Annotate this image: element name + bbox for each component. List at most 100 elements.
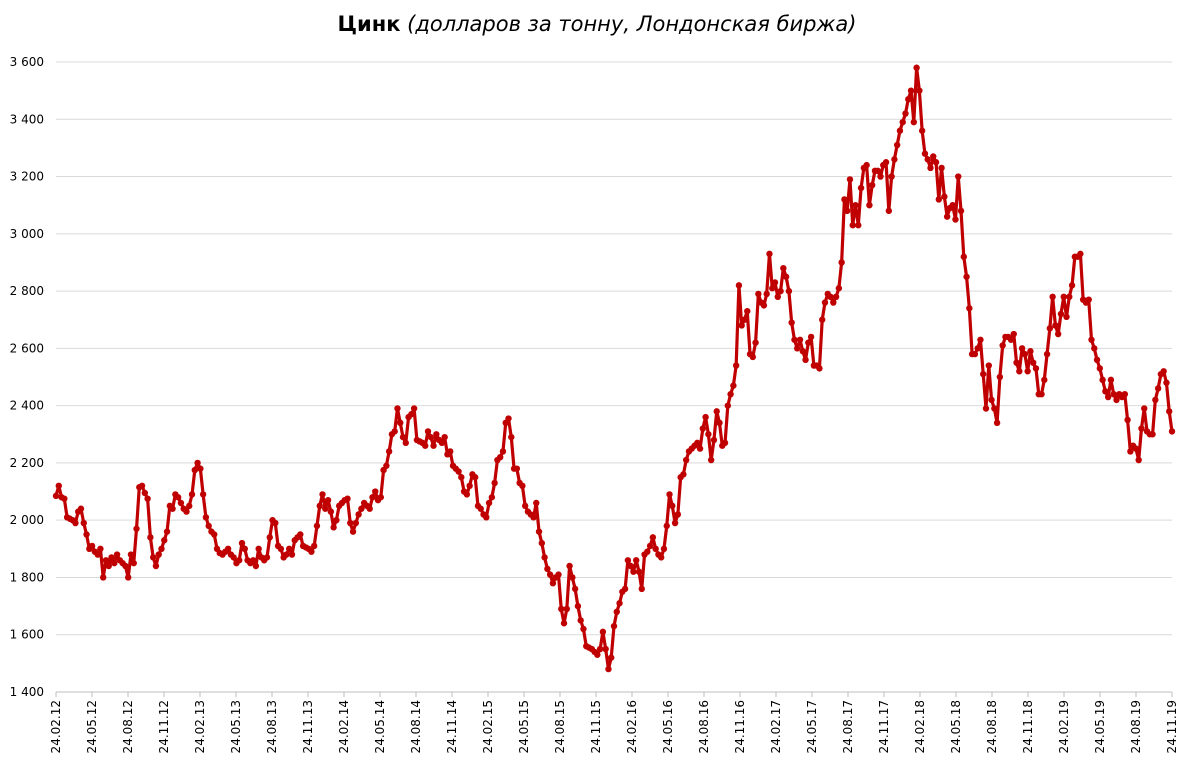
data-point [263, 554, 271, 561]
data-point [596, 645, 604, 653]
data-point [574, 602, 582, 610]
data-point [882, 159, 890, 166]
data-point [577, 617, 584, 624]
data-point [252, 562, 260, 570]
data-point [838, 259, 845, 266]
data-point [755, 290, 762, 298]
data-point [546, 571, 554, 578]
x-axis-tick-labels: 24.02.12 24.05.12 24.08.12 24.11.12 24.02.13… [49, 692, 1179, 753]
data-point [732, 362, 740, 369]
data-point [344, 495, 351, 502]
data-point [1060, 293, 1067, 301]
data-point [1163, 379, 1170, 386]
data-point [863, 161, 870, 169]
data-point [1066, 293, 1073, 301]
y-tick-label: 2 400 [10, 399, 44, 413]
data-point [410, 405, 418, 412]
data-point [549, 579, 557, 587]
data-point [1102, 388, 1109, 395]
data-point [61, 495, 68, 502]
data-point [422, 442, 429, 449]
data-point [805, 339, 812, 346]
data-point [766, 250, 773, 258]
data-point [646, 542, 654, 550]
data-point [424, 428, 432, 435]
data-point [1127, 448, 1134, 455]
data-point [55, 482, 62, 490]
data-point [330, 524, 337, 531]
data-point [774, 293, 781, 301]
data-point [807, 333, 815, 341]
data-point [966, 305, 973, 312]
data-point [277, 545, 285, 553]
data-point [1166, 408, 1173, 415]
data-point [555, 571, 562, 578]
x-tick-label: 24.02.12 [49, 700, 63, 753]
x-tick-label: 24.11.12 [157, 700, 171, 753]
data-point [649, 534, 657, 541]
data-point [1149, 431, 1156, 438]
data-point [941, 193, 948, 200]
data-point [266, 534, 273, 541]
data-point [430, 442, 437, 449]
data-point [827, 293, 834, 301]
x-tick-label: 24.11.17 [877, 700, 891, 753]
data-point [763, 290, 770, 298]
x-tick-label: 24.02.16 [625, 700, 639, 753]
data-point [991, 405, 998, 412]
data-point [707, 456, 715, 464]
data-point [402, 439, 409, 447]
data-point [369, 494, 376, 501]
data-point [916, 87, 923, 94]
data-point [1043, 350, 1051, 358]
data-point [627, 562, 634, 570]
data-point [644, 548, 651, 555]
data-point [496, 453, 504, 461]
data-point [297, 531, 304, 538]
data-point [635, 568, 643, 575]
x-tick-label: 24.05.17 [805, 700, 819, 753]
data-point [816, 365, 823, 372]
data-point [438, 439, 446, 447]
data-point [921, 150, 929, 157]
data-point [310, 542, 318, 550]
data-point [313, 522, 321, 530]
data-point [599, 628, 607, 636]
data-point [932, 159, 940, 166]
data-point [852, 201, 859, 209]
data-point [724, 402, 732, 409]
data-point [1063, 313, 1070, 321]
y-tick-label: 2 200 [10, 456, 44, 470]
data-point [796, 336, 804, 343]
data-point [957, 207, 965, 215]
data-point [760, 302, 768, 309]
data-point [802, 356, 809, 364]
data-point [488, 494, 496, 501]
x-tick-label: 24.08.18 [985, 700, 999, 753]
x-tick-label: 24.11.13 [301, 700, 315, 753]
data-point [960, 253, 967, 260]
data-point [155, 551, 162, 558]
data-point [899, 118, 906, 126]
data-point [913, 64, 920, 71]
data-point [1013, 359, 1020, 366]
x-tick-label: 24.08.14 [409, 700, 423, 753]
data-point [841, 196, 848, 203]
data-point [558, 605, 565, 613]
data-point [224, 545, 232, 553]
data-point [1107, 376, 1115, 384]
y-tick-label: 2 600 [10, 341, 44, 355]
data-point [1096, 365, 1104, 372]
data-point [88, 542, 96, 550]
data-point [1032, 365, 1040, 372]
data-point [832, 293, 840, 301]
x-tick-label: 24.08.12 [121, 700, 135, 753]
data-point [458, 474, 465, 481]
data-point [94, 551, 101, 558]
data-point [505, 415, 512, 422]
data-point [147, 534, 154, 541]
data-point [1088, 336, 1095, 343]
data-point [508, 433, 515, 441]
data-point [999, 342, 1006, 349]
